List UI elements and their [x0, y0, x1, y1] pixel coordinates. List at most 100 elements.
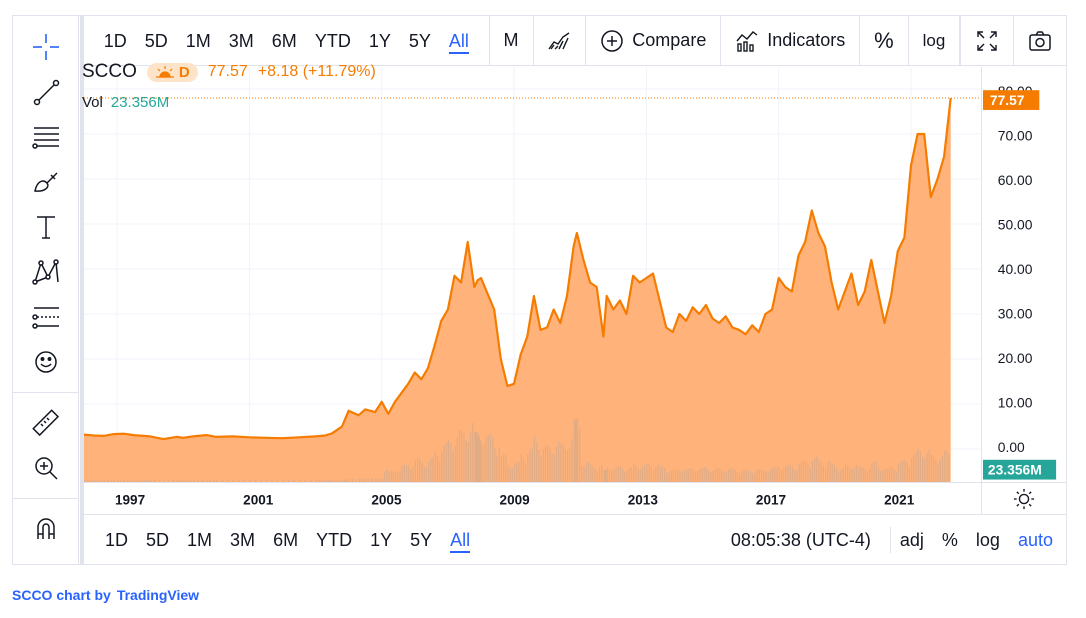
fib-retracement-icon[interactable] — [29, 120, 63, 154]
volume-bar — [463, 433, 465, 482]
tradingview-link[interactable]: TradingView — [116, 587, 200, 603]
timeframe-3m[interactable]: 3M — [228, 30, 254, 51]
volume-bar — [858, 466, 860, 482]
volume-bar — [725, 471, 727, 482]
volume-bar — [802, 461, 805, 482]
timeframe-1y[interactable]: 1Y — [368, 30, 391, 51]
volume-bar — [483, 445, 485, 482]
compare-button[interactable]: Compare — [586, 16, 720, 66]
volume-bar — [458, 430, 461, 482]
timeframe-6m[interactable]: 6M — [271, 30, 297, 51]
volume-bar — [327, 480, 329, 482]
bottom-timeframe-5y[interactable]: 5Y — [410, 529, 433, 550]
timeframe-all[interactable]: All — [440, 16, 478, 66]
symbol-label[interactable]: SCCO — [82, 61, 137, 82]
volume-bar — [871, 462, 873, 482]
volume-bar — [657, 464, 659, 482]
log-button[interactable]: log — [922, 30, 946, 50]
pattern-icon[interactable] — [29, 255, 63, 289]
fullscreen-icon — [977, 30, 997, 51]
indicators-button[interactable]: Indicators — [721, 16, 859, 66]
volume-bar — [701, 467, 703, 482]
crosshair-icon[interactable] — [29, 30, 63, 64]
chart-settings-button[interactable] — [981, 482, 1066, 514]
volume-bar — [646, 463, 648, 482]
bottom-timeframe-3m[interactable]: 3M — [230, 529, 256, 550]
magnet-icon[interactable] — [29, 512, 63, 546]
volume-bar — [615, 467, 617, 482]
time-tick-label: 2005 — [371, 492, 402, 507]
plus-circle-icon — [601, 29, 624, 52]
volume-bar — [849, 467, 851, 482]
volume-bar — [774, 466, 776, 482]
log-toggle[interactable]: log — [975, 529, 1000, 550]
timeframe-5d[interactable]: 5D — [144, 30, 168, 51]
emoji-icon[interactable] — [29, 345, 63, 379]
brush-icon[interactable] — [29, 165, 63, 199]
price-scale[interactable]: 80.0070.0060.0050.0040.0030.0020.0010.00… — [981, 67, 1066, 482]
attribution[interactable]: SCCO chart by TradingView — [12, 587, 199, 603]
time-scale[interactable]: 1997 2001 2005 2009 2013 2017 2021 — [84, 482, 981, 514]
volume-bar — [590, 464, 592, 482]
volume-bar — [176, 480, 178, 482]
prediction-icon[interactable] — [29, 300, 63, 334]
volume-bar — [478, 436, 480, 482]
price-area-fill — [84, 98, 951, 482]
volume-bar — [450, 443, 452, 482]
trend-line-icon[interactable] — [29, 75, 63, 109]
volume-bar — [939, 459, 941, 482]
bottom-timeframe-all[interactable]: All — [441, 515, 479, 565]
volume-bar — [884, 469, 886, 482]
interval-button[interactable]: M — [503, 30, 519, 50]
volume-bar — [930, 454, 932, 482]
last-price-badge-label: 77.57 — [990, 92, 1025, 108]
volume-bar — [780, 470, 783, 482]
timeframe-1d[interactable]: 1D — [103, 30, 127, 51]
timeframe-1m[interactable]: 1M — [185, 30, 211, 51]
volume-bar — [560, 442, 562, 482]
volume-bar — [452, 450, 454, 482]
bottom-timeframe-1m[interactable]: 1M — [187, 529, 213, 550]
volume-bar — [772, 467, 774, 482]
percent-button[interactable]: % — [874, 27, 894, 53]
volume-bar — [596, 470, 598, 482]
timeframe-5y[interactable]: 5Y — [408, 30, 431, 51]
volume-bar — [221, 480, 223, 482]
volume-bar — [193, 480, 195, 482]
zoom-in-icon[interactable] — [29, 451, 63, 485]
sun-icon — [155, 66, 174, 78]
screenshot-button[interactable] — [1014, 16, 1066, 66]
volume-bar — [322, 480, 324, 482]
volume-bar — [492, 437, 494, 482]
volume-bar — [847, 465, 849, 482]
volume-bar — [507, 465, 509, 482]
volume-bar — [605, 470, 607, 482]
volume-bar — [603, 469, 605, 482]
fullscreen-button[interactable] — [961, 16, 1013, 66]
price-chart[interactable] — [84, 67, 981, 482]
volume-bar — [783, 467, 785, 482]
timeframe-ytd[interactable]: YTD — [314, 30, 351, 51]
auto-toggle[interactable]: auto — [1017, 529, 1053, 550]
text-tool-icon[interactable] — [29, 210, 63, 244]
volume-bar — [172, 480, 174, 482]
bottom-timeframe-1y[interactable]: 1Y — [370, 529, 393, 550]
percent-toggle[interactable]: % — [941, 529, 958, 550]
volume-bar — [882, 469, 884, 482]
volume-bar — [417, 458, 419, 482]
volume-bar — [639, 469, 641, 482]
volume-bar — [851, 469, 853, 482]
volume-bar — [911, 458, 913, 482]
ruler-icon[interactable] — [29, 406, 63, 440]
volume-bar — [525, 463, 527, 482]
bottom-timeframe-5d[interactable]: 5D — [146, 529, 170, 550]
bottom-timeframe-1d[interactable]: 1D — [105, 529, 129, 550]
volume-bar — [498, 447, 500, 482]
bottom-timeframe-6m[interactable]: 6M — [273, 529, 299, 550]
bottom-timeframe-ytd[interactable]: YTD — [316, 529, 353, 550]
volume-bar — [410, 468, 412, 482]
adj-toggle[interactable]: adj — [899, 529, 924, 550]
volume-bar — [562, 444, 564, 482]
chart-style-button[interactable] — [533, 16, 585, 66]
volume-bar — [619, 466, 622, 482]
